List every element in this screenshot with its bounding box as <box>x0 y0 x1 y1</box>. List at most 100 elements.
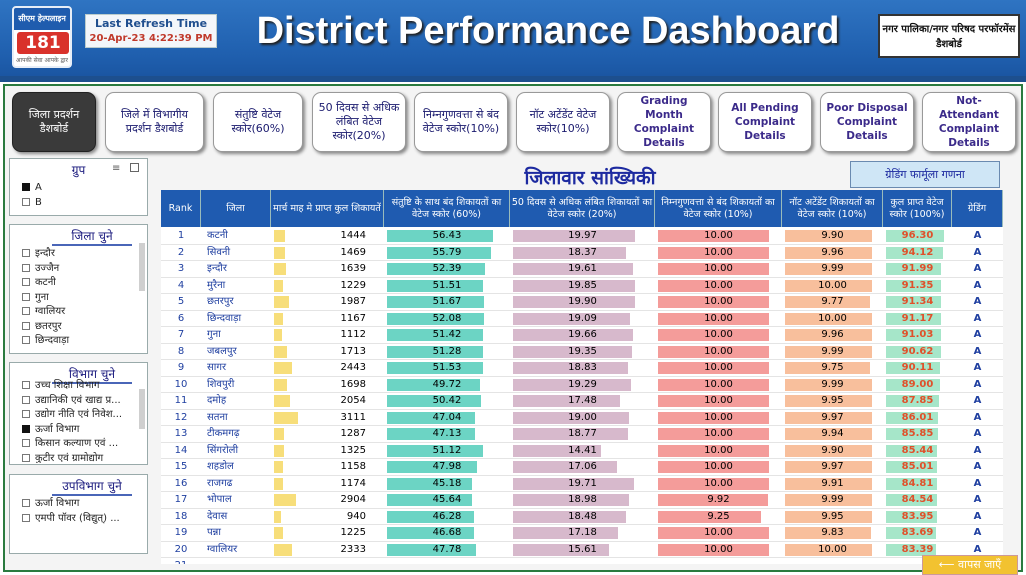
slicer-item[interactable]: उद्यानिकी एवं खाद्य प्र... <box>22 394 150 409</box>
slicer-item[interactable]: ऊर्जा विभाग <box>22 497 150 512</box>
slicer-item[interactable]: कुटीर एवं ग्रामोद्योग <box>22 452 150 463</box>
checkbox[interactable] <box>22 381 30 389</box>
checkbox[interactable] <box>22 183 30 191</box>
district-cell[interactable]: सिंगरोली <box>207 444 239 456</box>
district-cell[interactable]: राजगढ <box>207 477 233 489</box>
column-header[interactable]: जिला <box>201 190 271 227</box>
column-header[interactable]: कुल प्राप्त वेटेज स्कोर (100%) <box>883 190 952 227</box>
column-header[interactable]: मार्च माह मे प्राप्त कुल शिकायतें <box>271 190 384 227</box>
slicer-item[interactable]: B <box>22 196 150 211</box>
column-header[interactable]: Rank <box>161 190 201 227</box>
table-row[interactable]: 20 ग्वालियर 2333 47.78 15.61 10.00 10.00 83.39 A <box>161 542 1003 558</box>
district-cell[interactable] <box>207 558 271 564</box>
slicer-item[interactable]: किसान कल्याण एवं ... <box>22 437 150 452</box>
checkbox[interactable] <box>22 424 30 433</box>
table-row[interactable]: 19 पन्ना 1225 46.68 17.18 10.00 9.83 83.69 A <box>161 525 1003 542</box>
nav-button-3[interactable]: संतुष्टि वेटेज स्कोर(60%) <box>213 92 303 152</box>
table-row[interactable]: 10 शिवपुरी 1698 49.72 19.29 10.00 9.99 89.00 A <box>161 377 1003 393</box>
expand-icon[interactable] <box>130 163 139 172</box>
table-row[interactable]: 5 छतरपुर 1987 51.67 19.90 10.00 9.77 91.34 A <box>161 294 1003 311</box>
district-cell[interactable]: शिवपुरी <box>207 378 235 390</box>
slicer-item[interactable]: एमपी पॉवर (विद्युत्) ... <box>22 512 150 527</box>
table-row[interactable]: 6 छिन्दवाड़ा 1167 52.08 19.09 10.00 10.00 91.17… <box>161 311 1003 327</box>
checkbox[interactable] <box>22 499 30 507</box>
filter-icon[interactable]: ≡ <box>112 163 121 174</box>
table-row[interactable]: 17 भोपाल 2904 45.64 18.98 9.92 9.99 84.54 A <box>161 492 1003 509</box>
nav-button-7[interactable]: Grading Month Complaint Details <box>617 92 711 152</box>
checkbox[interactable] <box>22 336 30 344</box>
district-cell[interactable]: छतरपुर <box>207 296 234 307</box>
column-header[interactable]: 50 दिवस से अधिक लंबित शिकायतों का वेटेज … <box>510 190 655 227</box>
table-row[interactable]: 3 इन्दौर 1639 52.39 19.61 10.00 9.99 91.99 A <box>161 261 1003 278</box>
nav-button-6[interactable]: नॉट अटेंडेंट वेटेज स्कोर(10%) <box>516 92 610 152</box>
checkbox[interactable] <box>22 263 30 272</box>
table-row[interactable]: 9 सागर 2443 51.53 18.83 10.00 9.75 90.11 A <box>161 360 1003 377</box>
table-row[interactable]: 8 जबलपुर 1713 51.28 19.35 10.00 9.99 90.62 A <box>161 344 1003 360</box>
district-cell[interactable]: कटनी <box>207 230 228 241</box>
checkbox[interactable] <box>22 321 30 330</box>
checkbox[interactable] <box>22 439 30 447</box>
checkbox[interactable] <box>22 453 30 462</box>
slicer-item[interactable]: ऊर्जा विभाग <box>22 423 150 438</box>
district-cell[interactable]: इन्दौर <box>207 263 227 274</box>
table-row[interactable]: 13 टीकमगढ़ 1287 47.13 18.77 10.00 9.94 85.85 A <box>161 426 1003 443</box>
slicer-item[interactable]: गुना <box>22 291 150 306</box>
column-header[interactable]: निम्नगुणवत्ता से बंद शिकायतों का वेटेज स… <box>655 190 782 227</box>
slicer-item[interactable]: छिन्दवाड़ा <box>22 334 150 349</box>
slicer-item[interactable]: छतरपुर <box>22 320 150 335</box>
table-row[interactable]: 12 सतना 3111 47.04 19.00 10.00 9.97 86.01 A <box>161 410 1003 426</box>
nav-button-1[interactable]: जिला प्रदर्शन डैशबोर्ड <box>12 92 96 152</box>
district-cell[interactable]: सतना <box>207 411 228 423</box>
table-row[interactable]: 15 शहडोल 1158 47.98 17.06 10.00 9.97 85.01 A <box>161 459 1003 476</box>
slicer-item[interactable]: इन्दौर <box>22 247 150 262</box>
district-cell[interactable]: देवास <box>207 510 228 522</box>
district-cell[interactable]: छिन्दवाड़ा <box>207 312 242 324</box>
district-cell[interactable]: शहडोल <box>207 461 234 472</box>
table-row[interactable]: 21 <box>161 558 1003 564</box>
nav-button-5[interactable]: निम्नगुणवत्ता से बंद वेटेज स्कोर(10%) <box>414 92 508 152</box>
district-cell[interactable]: पन्ना <box>207 527 221 538</box>
checkbox[interactable] <box>22 197 30 206</box>
district-cell[interactable]: दमोह <box>207 395 227 406</box>
table-row[interactable]: 18 देवास 940 46.28 18.48 9.25 9.95 83.95 A <box>161 509 1003 525</box>
nav-button-8[interactable]: All Pending Complaint Details <box>718 92 812 152</box>
slicer-item[interactable]: ग्वालियर <box>22 305 150 320</box>
district-cell[interactable]: ग्वालियर <box>207 543 238 555</box>
checkbox[interactable] <box>22 410 30 418</box>
table-row[interactable]: 1 कटनी 1444 56.43 19.97 10.00 9.90 96.30 A <box>161 228 1003 245</box>
slicer-item[interactable]: कटनी <box>22 276 150 291</box>
checkbox[interactable] <box>22 249 30 257</box>
slicer-item[interactable]: A <box>22 181 150 196</box>
slicer-item[interactable]: उद्योग नीति एवं निवेश... <box>22 408 150 423</box>
nav-button-4[interactable]: 50 दिवस से अधिक लंबित वेटेज स्कोर(20%) <box>312 92 406 152</box>
district-cell[interactable]: गुना <box>207 329 221 340</box>
table-row[interactable]: 7 गुना 1112 51.42 19.66 10.00 9.96 91.03 A <box>161 327 1003 344</box>
district-cell[interactable]: सिवनी <box>207 246 231 258</box>
column-header[interactable]: संतुष्टि के साथ बंद शिकायतों का वेटेज स्… <box>384 190 510 227</box>
nav-button-2[interactable]: जिले में विभागीय प्रदर्शन डैशबोर्ड <box>105 92 204 152</box>
nagar-palika-dashboard-button[interactable]: नगर पालिका/नगर परिषद परफॉरमेंस डैशबोर्ड <box>878 14 1020 58</box>
grading-formula-button[interactable]: ग्रेडिंग फार्मूला गणना <box>850 161 1000 188</box>
table-row[interactable]: 16 राजगढ 1174 45.18 19.71 10.00 9.91 84.81 A <box>161 476 1003 492</box>
checkbox[interactable] <box>22 395 30 404</box>
column-header[interactable]: नॉट अटेंडेंट शिकायतों का वेटेज स्कोर (10… <box>782 190 883 227</box>
table-row[interactable]: 4 मुरैना 1229 51.51 19.85 10.00 10.00 91.35 A <box>161 278 1003 294</box>
nav-button-10[interactable]: Not-Attendant Complaint Details <box>922 92 1016 152</box>
table-row[interactable]: 2 सिवनी 1469 55.79 18.37 10.00 9.96 94.12 A <box>161 245 1003 261</box>
table-row[interactable]: 11 दमोह 2054 50.42 17.48 10.00 9.95 87.85 A <box>161 393 1003 410</box>
district-cell[interactable]: भोपाल <box>207 494 232 505</box>
department-scrollbar[interactable] <box>139 389 145 429</box>
slicer-item[interactable]: उज्जैन <box>22 262 150 277</box>
checkbox[interactable] <box>22 513 30 522</box>
back-button[interactable]: ⟵ वापस जाएँ <box>922 555 1018 575</box>
district-scrollbar[interactable] <box>139 243 145 291</box>
district-cell[interactable]: जबलपुर <box>207 345 237 357</box>
checkbox[interactable] <box>22 307 30 315</box>
table-row[interactable]: 14 सिंगरोली 1325 51.12 14.41 10.00 9.90 85.44 A <box>161 443 1003 459</box>
nav-button-9[interactable]: Poor Disposal Complaint Details <box>820 92 914 152</box>
district-cell[interactable]: सागर <box>207 362 227 373</box>
column-header[interactable]: ग्रेडिंग <box>952 190 1003 227</box>
checkbox[interactable] <box>22 292 30 301</box>
district-cell[interactable]: मुरैना <box>207 279 226 291</box>
slicer-item[interactable]: उच्च शिक्षा विभाग <box>22 379 150 394</box>
